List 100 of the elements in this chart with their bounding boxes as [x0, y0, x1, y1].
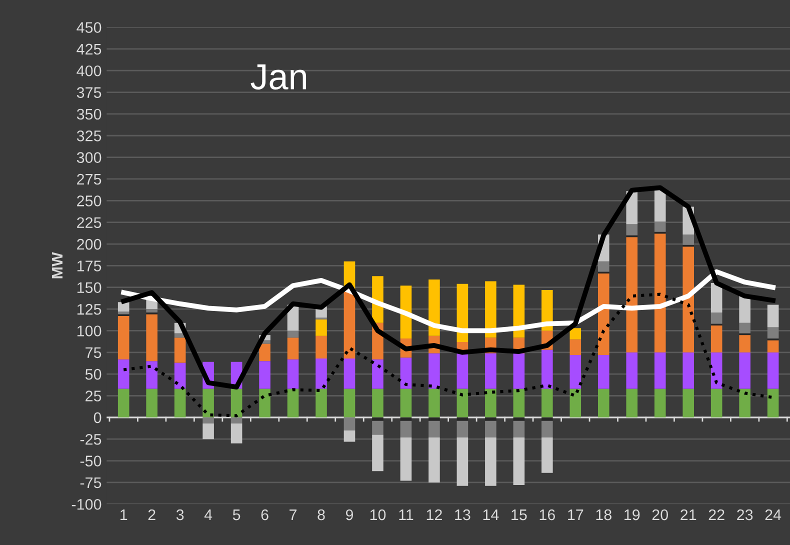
bar: [316, 358, 327, 389]
x-tick-label: 8: [318, 509, 325, 520]
x-tick-label: 1: [120, 510, 128, 520]
x-tick-label: 3: [176, 509, 184, 520]
bar: [400, 417, 412, 421]
bar: [542, 420, 553, 438]
y-axis-title: MW: [52, 252, 62, 278]
bar: [428, 437, 440, 482]
x-tick-label: 24: [765, 509, 782, 520]
bar: [739, 335, 750, 352]
bar: [598, 261, 610, 272]
bar: [654, 352, 666, 389]
bar: [767, 327, 779, 339]
bar: [626, 237, 638, 352]
y-tick-label: 150: [77, 282, 102, 294]
bar: [654, 388, 666, 418]
x-tick-label: 16: [540, 509, 555, 520]
bar: [287, 388, 299, 418]
x-tick-label: 14: [483, 510, 499, 520]
y-tick-label: 325: [76, 130, 102, 142]
y-tick-label: 100: [77, 326, 102, 336]
y-tick-label: 400: [76, 65, 102, 76]
bar: [710, 283, 722, 313]
bar: [456, 353, 468, 389]
bar: [485, 420, 496, 438]
bar: [202, 388, 214, 418]
bar: [287, 338, 299, 360]
bar: [174, 362, 186, 389]
y-tick-label: 25: [86, 390, 102, 402]
y-tick-label: 0: [94, 412, 102, 424]
bar: [570, 328, 582, 340]
bar: [710, 326, 722, 352]
bar: [400, 388, 412, 418]
y-tick-label: 425: [76, 44, 102, 55]
bar: [230, 417, 242, 424]
bar: [372, 420, 384, 435]
bar: [287, 330, 299, 338]
bar: [513, 388, 525, 418]
bar: [400, 437, 412, 481]
bar: [259, 388, 270, 418]
bar: [259, 361, 270, 389]
bar: [654, 189, 666, 222]
x-tick-label: 7: [290, 510, 296, 520]
bar: [542, 388, 553, 418]
bar: [456, 388, 468, 418]
bar: [344, 430, 356, 442]
bar: [570, 339, 582, 355]
bar: [428, 388, 440, 418]
bar: [146, 309, 158, 313]
bar: [710, 312, 722, 324]
y-tick-label: 200: [77, 238, 102, 250]
x-tick-label: 23: [737, 509, 753, 520]
y-tick-label: 450: [76, 22, 102, 33]
bar: [118, 388, 130, 418]
bar: [513, 420, 525, 438]
bar: [513, 353, 525, 389]
bar: [570, 354, 582, 389]
bar: [174, 388, 186, 418]
bar: [146, 361, 158, 389]
x-tick-label: 22: [708, 509, 724, 520]
line-series: [121, 185, 776, 390]
y-tick-label: 275: [77, 174, 102, 185]
bar: [682, 234, 694, 245]
bar: [485, 353, 496, 389]
bar: [767, 304, 779, 328]
bar: [118, 312, 130, 314]
y-tick-label: -50: [80, 456, 102, 466]
bar: [710, 388, 722, 418]
y-tick-label: -100: [72, 498, 102, 510]
x-tick-label: 15: [512, 510, 527, 520]
x-tick-label: 17: [568, 510, 584, 520]
bar: [739, 352, 750, 389]
bar: [682, 246, 694, 352]
bar: [344, 292, 356, 358]
y-tick-label: 175: [77, 260, 102, 272]
y-tick-label: 375: [76, 87, 102, 98]
y-tick-label: 75: [86, 347, 102, 358]
x-tick-label: 18: [596, 509, 612, 520]
bar: [428, 417, 440, 421]
y-tick-label: 50: [85, 368, 102, 380]
line-series: [121, 269, 776, 334]
bar: [344, 358, 356, 389]
bar: [710, 352, 722, 389]
bar: [626, 388, 638, 418]
bar: [485, 281, 496, 338]
bar: [485, 437, 496, 486]
bar: [654, 234, 666, 352]
bar: [428, 420, 440, 438]
x-tick-label: 6: [261, 509, 268, 520]
y-tick-label: 225: [77, 217, 102, 228]
bar: [316, 336, 327, 358]
x-tick-label: 2: [148, 509, 156, 520]
bar: [400, 358, 412, 389]
x-tick-label: 12: [426, 509, 442, 520]
bar: [485, 417, 496, 421]
x-tick-label: 9: [346, 509, 354, 520]
y-tick-label: 300: [76, 152, 102, 163]
bar: [513, 417, 525, 421]
x-tick-label: 10: [370, 509, 386, 520]
bar: [428, 353, 440, 389]
